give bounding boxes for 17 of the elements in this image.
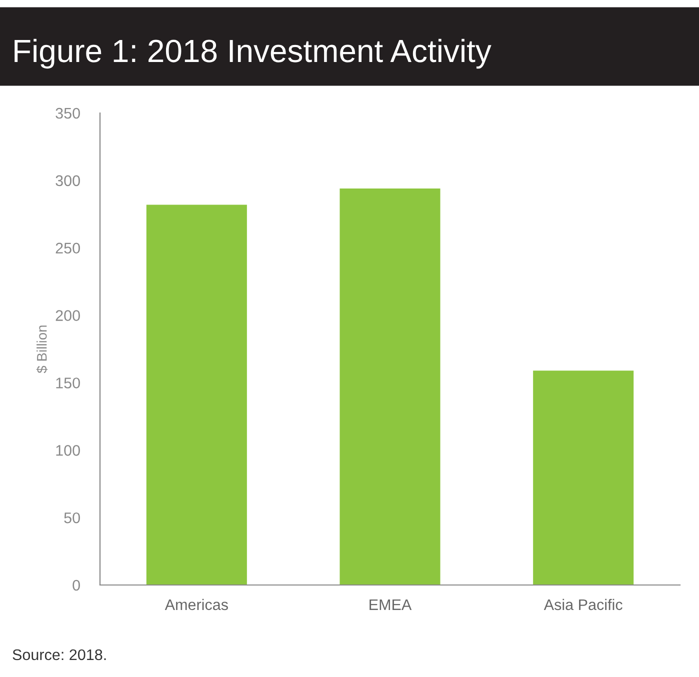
y-tick-label: 350 bbox=[56, 108, 80, 119]
bar bbox=[340, 188, 440, 585]
y-tick-label: 150 bbox=[56, 378, 80, 388]
bar bbox=[533, 370, 634, 585]
bar bbox=[146, 204, 247, 585]
x-tick-label: EMEA bbox=[370, 599, 412, 610]
x-tick-label: Asia Pacific bbox=[544, 598, 622, 610]
y-tick-label: 0 bbox=[72, 580, 80, 591]
y-tick-label: 100 bbox=[56, 445, 80, 456]
y-axis-title: $ Billion bbox=[36, 326, 48, 374]
chart-title: Figure 1: 2018 Investment Activity bbox=[14, 38, 492, 69]
y-tick-label: 50 bbox=[64, 512, 80, 524]
y-tick-label: 250 bbox=[56, 242, 80, 254]
source-note: Source: 2018. bbox=[12, 649, 106, 660]
y-tick-label: 300 bbox=[56, 175, 80, 186]
y-tick-label: 200 bbox=[56, 310, 80, 321]
x-tick-label: Americas bbox=[164, 598, 228, 610]
